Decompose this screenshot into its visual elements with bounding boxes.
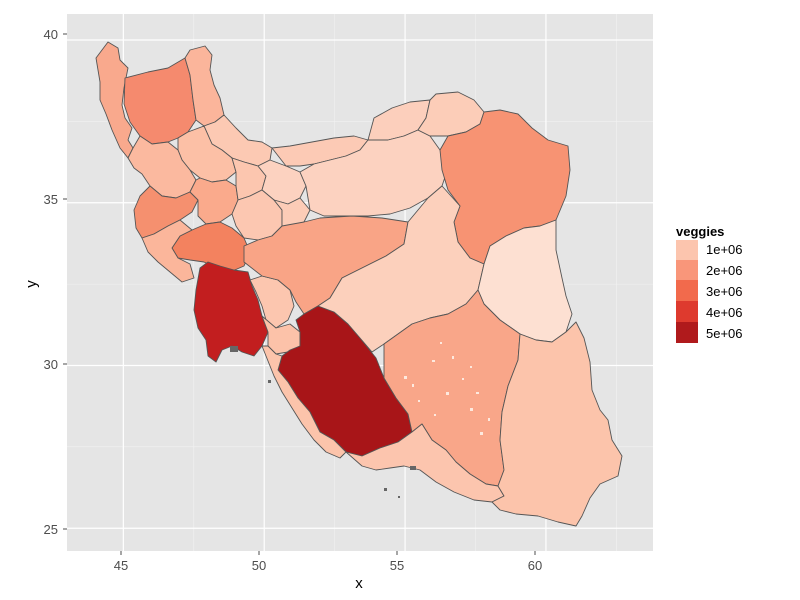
province-sistan-baluchestan bbox=[491, 321, 623, 527]
x-tick-label: 50 bbox=[252, 558, 266, 573]
legend-label: 5e+06 bbox=[706, 326, 743, 341]
y-tick-label: 40 bbox=[44, 27, 58, 42]
kerman-speckles bbox=[404, 342, 490, 435]
x-tick-label: 60 bbox=[528, 558, 542, 573]
legend-label: 2e+06 bbox=[706, 263, 743, 278]
x-tick-label: 45 bbox=[114, 558, 128, 573]
legend-label: 4e+06 bbox=[706, 305, 743, 320]
y-tick-label: 30 bbox=[44, 357, 58, 372]
province-semnan bbox=[299, 129, 449, 217]
province-ardabil bbox=[184, 45, 225, 127]
y-axis-title: y bbox=[23, 280, 40, 288]
y-tick-label: 35 bbox=[44, 192, 58, 207]
legend-label: 3e+06 bbox=[706, 284, 743, 299]
y-axis: 40 35 30 25 bbox=[44, 27, 67, 537]
islands bbox=[230, 346, 416, 498]
province-west-azarbaijan bbox=[95, 41, 134, 159]
province-kurdistan bbox=[127, 135, 197, 199]
legend-swatch bbox=[676, 260, 698, 280]
x-axis-title: x bbox=[355, 575, 363, 592]
map-provinces bbox=[95, 41, 623, 527]
x-tick-label: 55 bbox=[390, 558, 404, 573]
province-ilam bbox=[141, 219, 195, 283]
legend-label: 1e+06 bbox=[706, 242, 743, 257]
legend: veggies 1e+06 2e+06 3e+06 4e+06 5e+06 bbox=[676, 224, 743, 343]
legend-swatch bbox=[676, 322, 698, 343]
legend-swatch bbox=[676, 280, 698, 301]
legend-swatch bbox=[676, 301, 698, 322]
x-axis: 45 50 55 60 bbox=[114, 551, 542, 573]
y-tick-label: 25 bbox=[44, 522, 58, 537]
province-khuzestan bbox=[193, 261, 269, 363]
legend-swatch bbox=[676, 240, 698, 260]
legend-title: veggies bbox=[676, 224, 724, 239]
province-bushehr bbox=[261, 345, 347, 459]
